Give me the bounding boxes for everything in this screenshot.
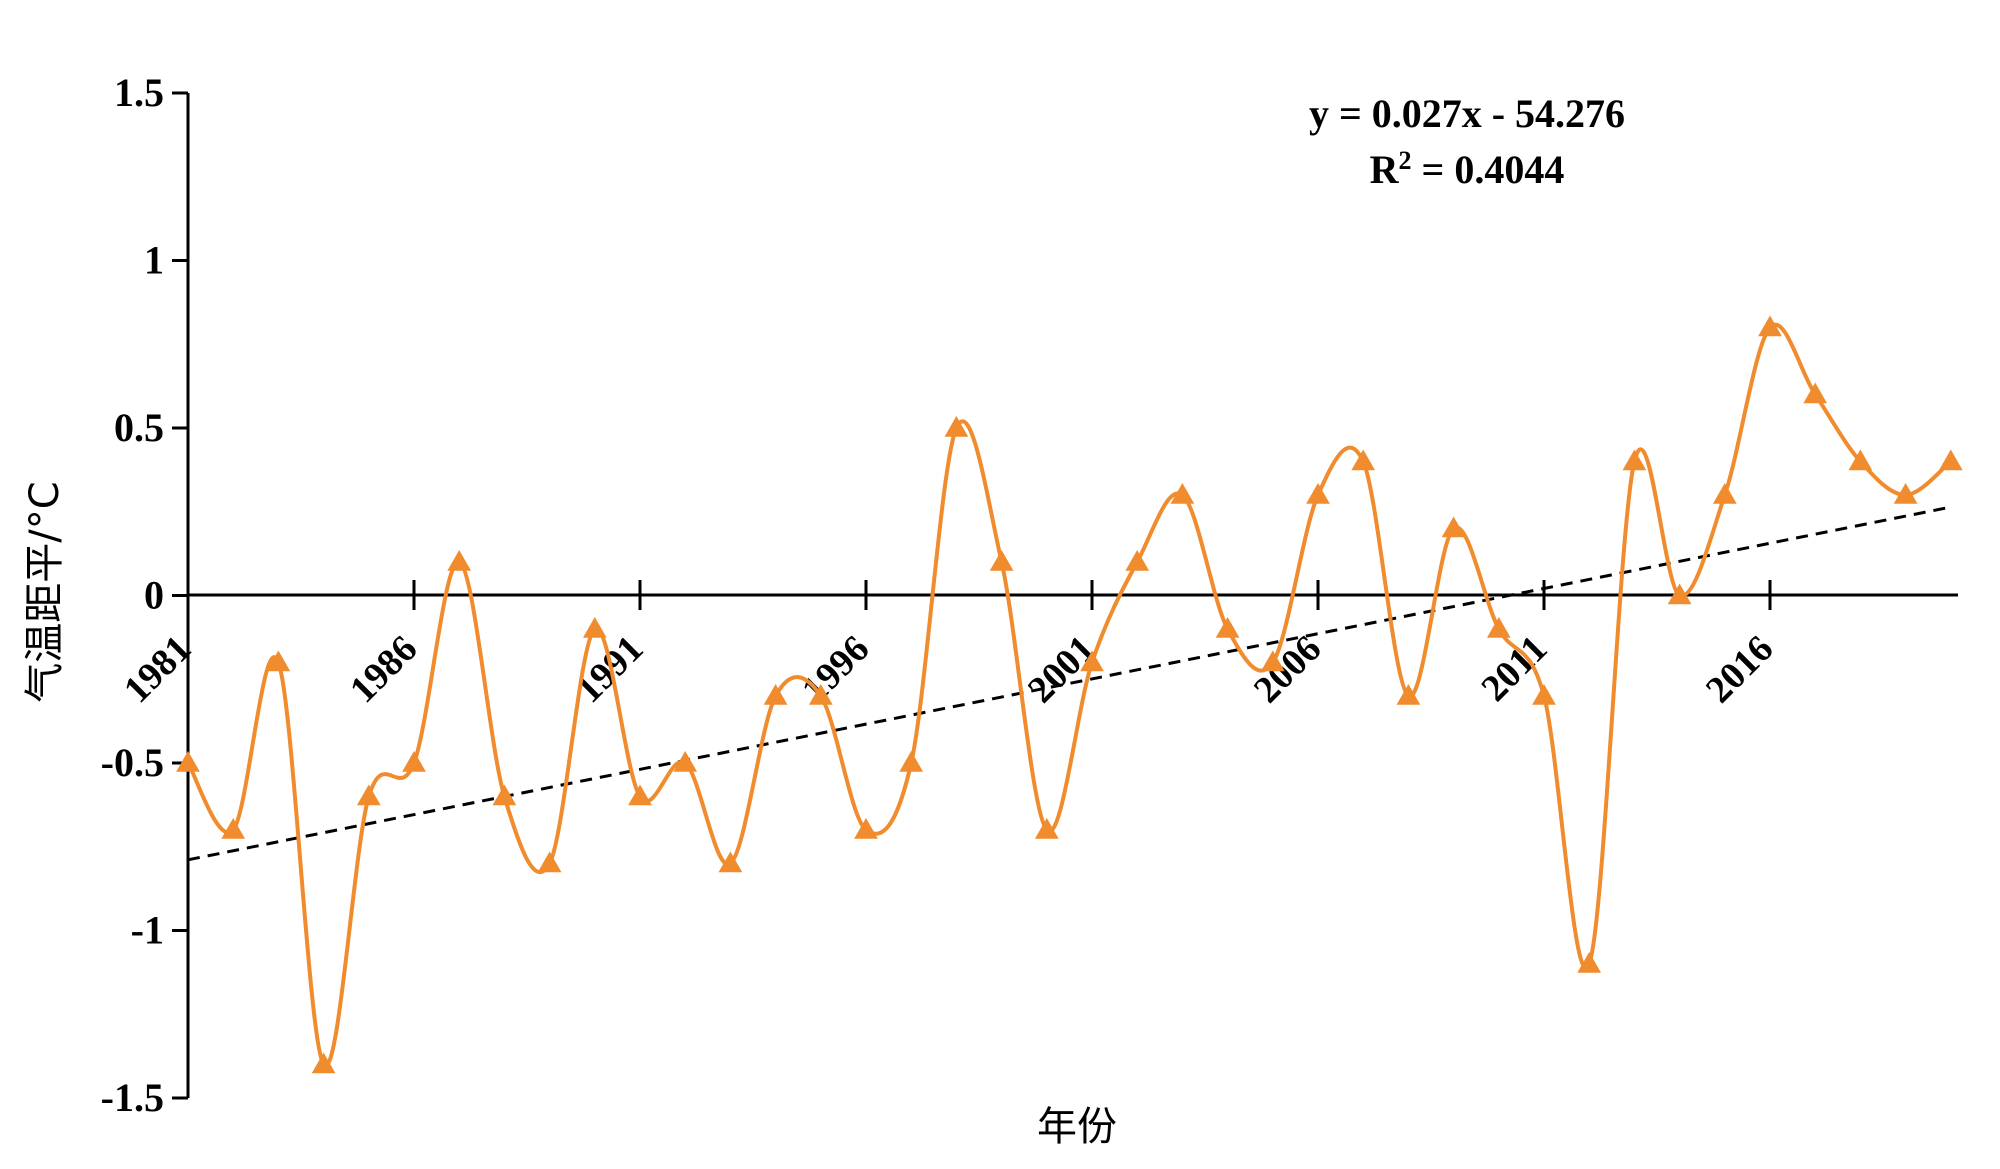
data-point-marker [1351, 449, 1376, 471]
data-point-marker [808, 683, 833, 705]
x-tick-label: 1986 [342, 628, 425, 711]
data-point-marker [1260, 650, 1285, 672]
data-point-marker [402, 750, 426, 772]
r-squared-r: R [1370, 147, 1400, 192]
y-tick-label: 0.5 [114, 405, 164, 450]
data-point-marker [854, 817, 878, 839]
data-point-marker [944, 415, 969, 437]
labels-group: y = 0.027x - 54.276 R2 = 0.4044 气温距平/°C … [22, 91, 1625, 1150]
data-point-marker [1758, 315, 1782, 337]
y-tick-label: 1.5 [114, 70, 164, 115]
data-point-marker [899, 750, 924, 772]
data-point-marker [763, 683, 788, 705]
data-point-marker [1034, 817, 1059, 839]
y-axis-label: 气温距平/°C [22, 481, 68, 702]
data-point-marker [311, 1052, 336, 1074]
r-squared-sup: 2 [1399, 146, 1412, 175]
data-point-marker [989, 549, 1014, 571]
data-point-marker [1577, 951, 1602, 973]
data-point-marker [1622, 449, 1647, 471]
r-squared-value: = 0.4044 [1412, 147, 1565, 192]
data-point-marker [1441, 516, 1466, 538]
data-point-marker [1848, 449, 1873, 471]
data-point-marker [447, 549, 472, 571]
y-tick-label: -1.5 [101, 1075, 164, 1120]
data-point-marker [718, 851, 743, 873]
data-point-marker [673, 750, 698, 772]
trendline-equation: y = 0.027x - 54.276 [1309, 91, 1625, 136]
y-tick-label: 0 [144, 573, 164, 618]
data-point-marker [1486, 616, 1511, 638]
x-tick-label: 2016 [1698, 628, 1781, 711]
series-group [176, 315, 1963, 1074]
data-point-marker [176, 750, 200, 772]
y-tick-label: 1 [144, 238, 164, 283]
data-point-marker [1803, 382, 1828, 404]
data-point-marker [1170, 482, 1195, 504]
data-point-marker [1893, 482, 1918, 504]
data-point-marker [221, 817, 246, 839]
data-point-marker [628, 784, 652, 806]
data-point-marker [1667, 583, 1692, 605]
data-point-marker [266, 650, 291, 672]
x-axis-label: 年份 [1037, 1104, 1117, 1150]
data-point-marker [1396, 683, 1421, 705]
data-point-marker [356, 784, 381, 806]
data-point-marker [492, 784, 517, 806]
data-point-marker [1080, 650, 1104, 672]
x-tick-label: 1996 [794, 628, 877, 711]
data-point-marker [1125, 549, 1150, 571]
r-squared-label: R2 = 0.4044 [1370, 146, 1565, 193]
data-point-marker [537, 851, 562, 873]
series-line [186, 322, 1953, 1068]
y-tick-label: -0.5 [101, 740, 164, 785]
data-point-marker [1215, 616, 1240, 638]
data-point-marker [1532, 683, 1556, 705]
data-point-marker [1938, 449, 1963, 471]
data-point-marker [1712, 482, 1737, 504]
data-point-marker [1306, 482, 1330, 504]
y-tick-label: -1 [131, 908, 164, 953]
data-point-marker [582, 616, 607, 638]
